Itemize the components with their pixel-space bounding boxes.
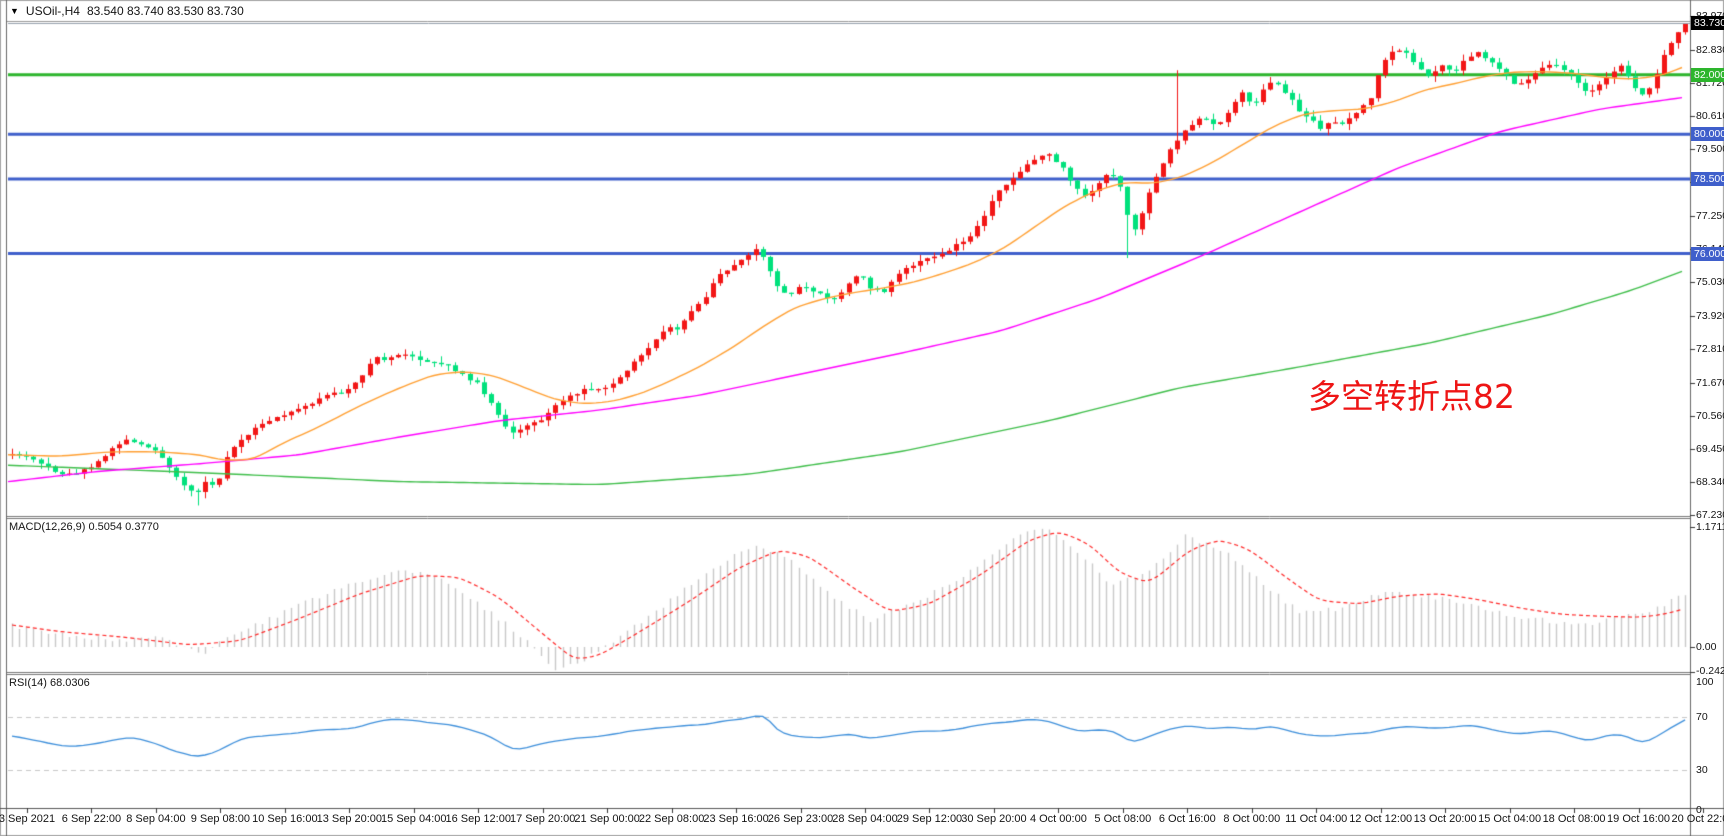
time-axis-label: 12 Oct 12:00 bbox=[1349, 813, 1413, 825]
collapse-triangle-icon[interactable]: ▼ bbox=[10, 6, 19, 16]
macd-name: MACD(12,26,9) bbox=[9, 521, 86, 533]
time-axis-label: 17 Sep 20:00 bbox=[509, 813, 576, 825]
price-level-badge: 76.000 bbox=[1691, 246, 1724, 261]
annotation-text[interactable]: 多空转折点82 bbox=[1308, 377, 1515, 416]
time-axis-label: 21 Sep 00:00 bbox=[574, 813, 640, 825]
time-axis-label: 9 Sep 08:00 bbox=[190, 813, 251, 825]
time-axis-label: 10 Sep 16:00 bbox=[252, 813, 318, 825]
macd-scale-tick: -0.2424 bbox=[1696, 665, 1724, 678]
price-level-badge: 80.000 bbox=[1691, 127, 1724, 142]
price-level-badge: 78.500 bbox=[1691, 172, 1724, 187]
time-axis-label: 5 Oct 08:00 bbox=[1094, 813, 1152, 825]
time-axis-label: 19 Oct 16:00 bbox=[1607, 813, 1671, 825]
time-axis-label: 16 Sep 12:00 bbox=[445, 813, 511, 825]
time-axis-label: 13 Oct 20:00 bbox=[1413, 813, 1477, 825]
time-axis-label: 3 Sep 2021 bbox=[0, 813, 56, 825]
time-axis-label: 26 Sep 23:00 bbox=[767, 813, 834, 825]
time-axis-label: 6 Oct 16:00 bbox=[1158, 813, 1216, 825]
rsi-value: 68.0306 bbox=[49, 677, 90, 689]
price-tick-label: 69.450 bbox=[1696, 442, 1724, 455]
rsi-scale-tick: 70 bbox=[1696, 710, 1708, 723]
macd-values: 0.5054 0.3770 bbox=[88, 521, 159, 533]
time-axis-label: 30 Sep 20:00 bbox=[961, 813, 1027, 825]
time-axis-label: 29 Sep 12:00 bbox=[896, 813, 963, 825]
macd-scale-tick: 1.1711 bbox=[1696, 520, 1724, 533]
time-axis-label: 4 Oct 00:00 bbox=[1029, 813, 1087, 825]
time-axis-label: 28 Sep 04:00 bbox=[832, 813, 898, 825]
time-axis-label: 15 Oct 04:00 bbox=[1478, 813, 1542, 825]
rsi-scale-tick: 30 bbox=[1696, 763, 1708, 776]
price-tick-label: 80.610 bbox=[1696, 110, 1724, 123]
time-axis-label: 18 Oct 08:00 bbox=[1542, 813, 1606, 825]
price-tick-label: 73.920 bbox=[1696, 309, 1724, 322]
price-tick-label: 75.030 bbox=[1696, 276, 1724, 289]
time-axis-label: 6 Sep 22:00 bbox=[61, 813, 122, 825]
ohlc-values: 83.540 83.740 83.530 83.730 bbox=[86, 4, 244, 18]
time-axis-label: 20 Oct 22:00 bbox=[1671, 813, 1724, 825]
time-axis-label: 23 Sep 16:00 bbox=[703, 813, 769, 825]
price-tick-label: 70.560 bbox=[1696, 409, 1724, 422]
rsi-scale-tick: 0 bbox=[1696, 803, 1702, 816]
rsi-name: RSI(14) bbox=[9, 677, 47, 689]
rsi-scale-tick: 100 bbox=[1696, 676, 1714, 688]
time-axis-label: 13 Sep 20:00 bbox=[316, 813, 383, 825]
macd-indicator-label[interactable]: MACD(12,26,9) 0.5054 0.3770 bbox=[9, 521, 159, 533]
time-axis-label: 15 Sep 04:00 bbox=[381, 813, 447, 825]
price-level-badge: 82.000 bbox=[1691, 67, 1724, 82]
macd-scale-tick: 0.00 bbox=[1696, 640, 1717, 653]
current-price-badge: 83.730 bbox=[1691, 16, 1724, 31]
time-axis-label: 8 Oct 00:00 bbox=[1223, 813, 1281, 825]
time-axis-label: 22 Sep 08:00 bbox=[638, 813, 705, 825]
price-tick-label: 68.340 bbox=[1696, 475, 1724, 488]
rsi-indicator-label[interactable]: RSI(14) 68.0306 bbox=[9, 677, 90, 689]
time-axis-label: 11 Oct 04:00 bbox=[1285, 813, 1348, 825]
price-tick-label: 71.670 bbox=[1696, 376, 1724, 389]
time-axis-label: 8 Sep 04:00 bbox=[126, 813, 186, 825]
price-tick-label: 72.810 bbox=[1696, 342, 1724, 355]
symbol-info[interactable]: ▼ USOil-,H4 83.540 83.740 83.530 83.730 bbox=[10, 3, 244, 19]
price-tick-label: 77.250 bbox=[1696, 210, 1724, 223]
price-tick-label: 82.830 bbox=[1696, 43, 1724, 56]
price-tick-label: 67.230 bbox=[1696, 509, 1724, 521]
price-tick-label: 79.500 bbox=[1696, 143, 1724, 156]
symbol-title: USOil-,H4 bbox=[25, 4, 80, 18]
